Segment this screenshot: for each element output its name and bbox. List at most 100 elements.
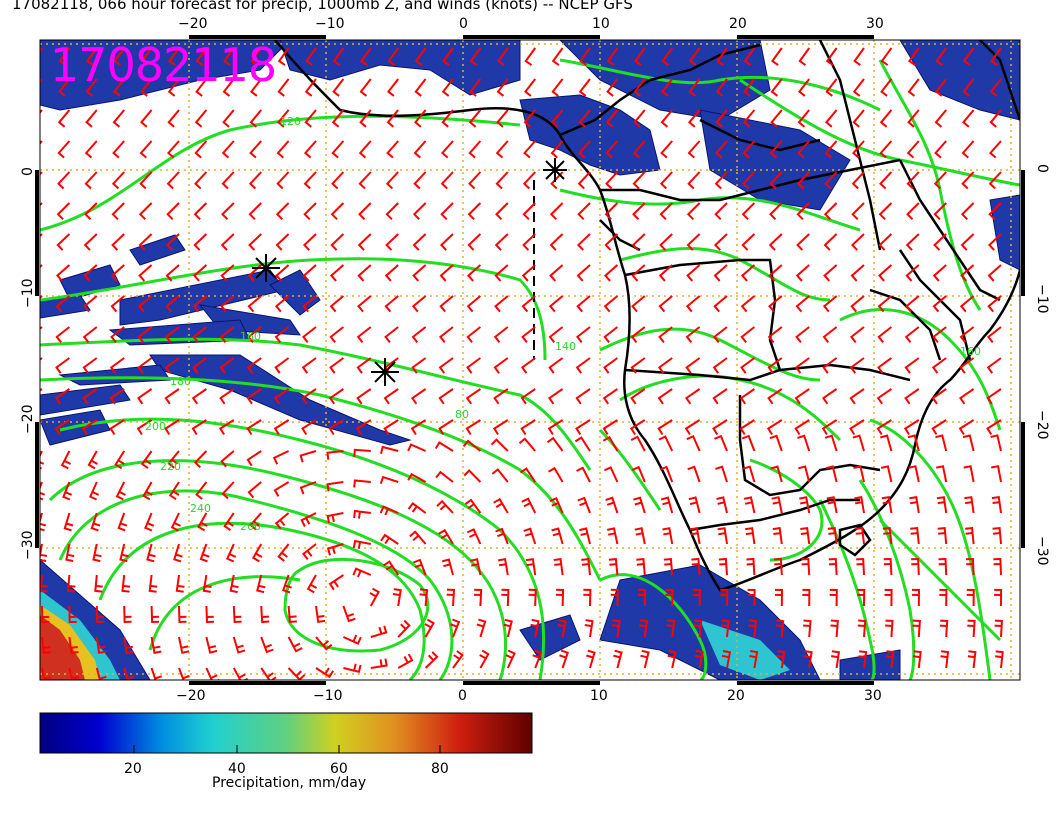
lon-label: −10 [315,16,345,32]
wind-barb [173,543,183,563]
wind-barb [479,649,490,669]
wind-barb [879,171,893,190]
wind-barb [167,109,180,128]
wind-barb [854,496,865,514]
wind-barb [385,233,399,251]
wind-barb [772,526,783,545]
lat-label: −30 [20,530,36,560]
wind-barb [123,636,134,654]
wind-barb [987,264,1002,282]
wind-barb [967,650,977,669]
wind-barb [220,233,235,251]
wind-barb [383,388,399,405]
wind-barb [436,499,454,514]
wind-barb [605,171,619,190]
wind-barb [883,557,893,576]
wind-barb [219,326,235,344]
wind-barb [87,450,98,470]
wind-barb [548,295,564,313]
wind-barb [908,47,920,66]
wind-barb [634,527,646,545]
lat-label: −20 [20,404,36,434]
wind-barb [877,357,892,374]
wind-barb [84,140,98,159]
wind-barb [877,295,893,313]
wind-barb [684,419,701,436]
wind-barb [964,496,975,514]
lon-label: 20 [729,16,747,32]
wind-barb [910,527,920,545]
wind-barb [822,357,838,374]
wind-barb [549,496,564,514]
wind-barb [961,171,975,190]
lon-label: 0 [459,16,468,32]
wind-barb [199,543,210,563]
wind-barb [246,388,262,405]
wind-barb [277,47,290,66]
wind-barb [795,326,810,344]
wind-barb [41,605,50,624]
wind-barb [769,434,783,452]
wind-barb [907,434,920,452]
wind-barb [523,140,536,159]
wind-barb [326,450,344,460]
wind-barb [302,233,317,251]
wind-barb [86,47,98,66]
wind-barb [195,78,208,97]
wind-barb [326,543,344,556]
wind-barb [991,495,1002,514]
wind-barb [579,527,591,545]
wind-barb [379,505,399,516]
wind-barb [577,496,591,514]
wind-barb [850,295,865,313]
wind-barb [109,388,125,405]
wind-barb [260,667,277,680]
wind-barb [465,388,481,405]
wind-barb [221,202,235,221]
wind-barb [248,233,262,251]
wind-barb [575,388,591,405]
wind-barb [771,496,783,514]
wind-barb [878,202,893,221]
wind-barb [342,634,362,645]
wind-barb [605,109,619,128]
wind-barb [109,419,125,436]
wind-barb [768,295,783,313]
wind-barb [178,667,192,680]
wind-barb [358,140,372,159]
wind-barb [794,357,810,374]
coastlines [274,40,1020,592]
wind-barb [464,498,482,514]
wind-barb [960,233,975,251]
wind-barb [466,295,482,313]
wind-barb [302,264,317,282]
contour-labels: 120 140 160 160 180 200 220 240 260 80 [145,115,981,533]
wind-barb [358,202,372,221]
wind-barb [303,202,317,221]
wind-barb [741,233,756,251]
wind-barb [68,605,77,624]
wind-barb [299,450,317,463]
wind-barb [57,109,71,128]
wind-barb [109,357,125,374]
wind-barb [462,439,482,452]
wind-barb [797,140,810,159]
wind-barb [740,326,756,344]
wind-barb [555,588,565,607]
contour-label: 80 [455,408,469,421]
wind-barb [380,533,399,545]
wind-barb [741,202,756,221]
wind-barb [694,649,704,669]
wind-barb [440,171,454,190]
wind-barb [630,326,646,344]
wind-barb [111,171,125,190]
wind-barb [438,326,454,344]
wind-barb [665,588,674,607]
wind-barb [687,171,701,190]
wind-barb [884,588,893,607]
wind-barb [494,233,509,251]
wind-barb [936,496,948,514]
wind-barb [493,388,509,405]
wind-barb [359,109,372,128]
